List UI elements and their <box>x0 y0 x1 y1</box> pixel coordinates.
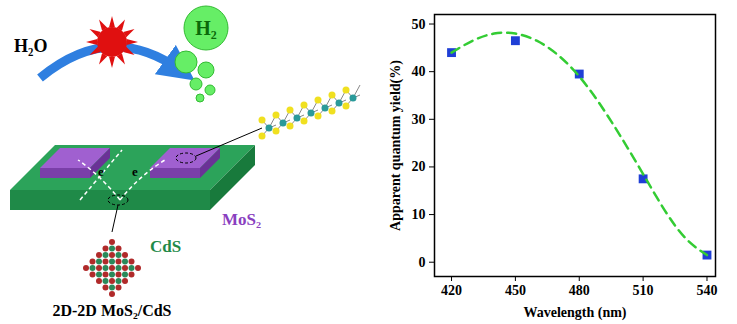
svg-text:450: 450 <box>505 283 526 298</box>
svg-text:50: 50 <box>412 17 426 32</box>
svg-text:30: 30 <box>412 112 426 127</box>
svg-text:MoS₂: MoS₂ <box>222 210 261 229</box>
svg-text:510: 510 <box>633 283 654 298</box>
svg-text:540: 540 <box>696 283 717 298</box>
svg-text:CdS: CdS <box>150 237 181 256</box>
svg-text:20: 20 <box>412 159 426 174</box>
svg-text:420: 420 <box>441 283 462 298</box>
svg-text:10: 10 <box>412 207 426 222</box>
svg-text:Wavelength (nm): Wavelength (nm) <box>523 305 626 321</box>
svg-text:e: e <box>98 164 104 179</box>
svg-text:Apparent quantum yield(%): Apparent quantum yield(%) <box>388 60 404 231</box>
svg-text:e: e <box>132 164 138 179</box>
svg-text:0: 0 <box>419 255 426 270</box>
svg-text:H₂O: H₂O <box>14 36 47 56</box>
svg-text:2D-2D MoS₂/CdS: 2D-2D MoS₂/CdS <box>52 302 171 319</box>
svg-text:480: 480 <box>569 283 590 298</box>
svg-text:40: 40 <box>412 64 426 79</box>
svg-text:H₂: H₂ <box>195 17 217 39</box>
